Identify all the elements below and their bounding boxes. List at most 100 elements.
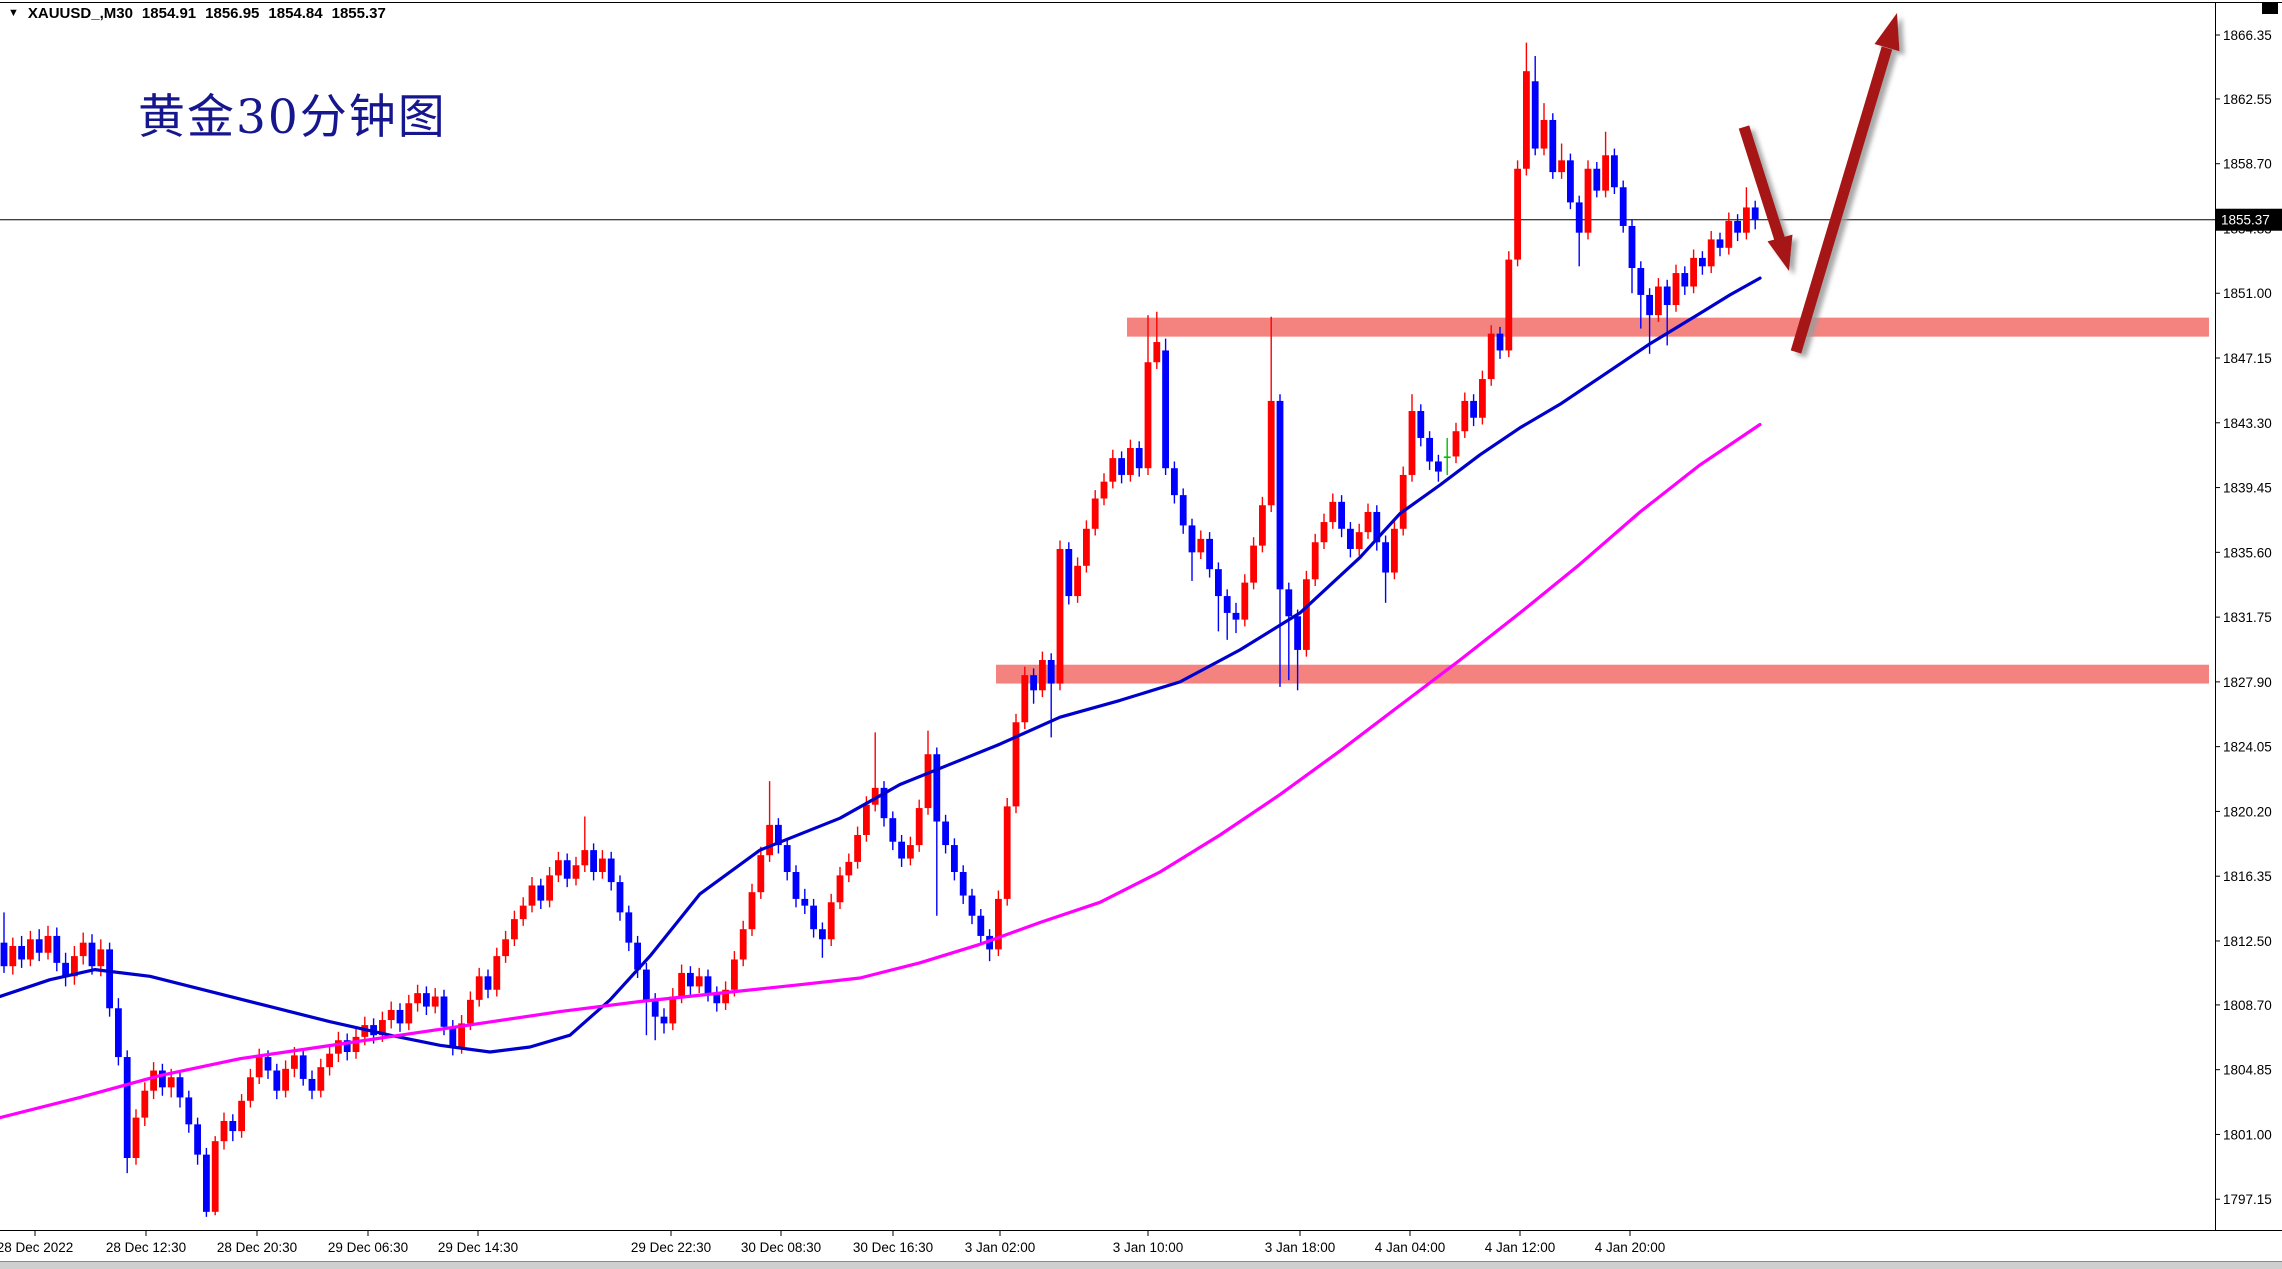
candle-body: [748, 892, 756, 930]
candle-body: [1047, 660, 1055, 684]
support-zone-lower[interactable]: [996, 664, 2209, 684]
chevron-down-icon[interactable]: ▼: [8, 6, 19, 19]
candle-body: [1637, 268, 1645, 295]
candle-body: [1144, 362, 1152, 469]
candle-body: [167, 1077, 175, 1088]
candle-body: [1558, 160, 1565, 173]
candle-body: [1751, 207, 1759, 220]
candle-body: [590, 850, 597, 872]
candle-body: [1690, 257, 1697, 287]
candle-body: [1663, 286, 1671, 306]
candle-body: [1259, 505, 1266, 546]
candle-body: [282, 1068, 289, 1091]
time-tick-label: 29 Dec 06:30: [328, 1240, 408, 1255]
candle-body: [1303, 579, 1310, 650]
candle-body: [1540, 119, 1548, 149]
candle-body: [1619, 187, 1627, 226]
candle-body: [176, 1077, 184, 1098]
candle-body: [1039, 660, 1046, 691]
pullback-arrow-down[interactable]: [1738, 125, 1793, 271]
candle-body: [942, 821, 949, 846]
candle-body: [1074, 565, 1081, 597]
candle-body: [1056, 548, 1064, 684]
candle-body: [1523, 71, 1530, 169]
candle-body: [1734, 220, 1741, 233]
candle-body: [150, 1070, 157, 1091]
price-axis[interactable]: 1866.351862.551858.701854.851851.001847.…: [2215, 28, 2272, 1207]
candle-body: [299, 1055, 307, 1079]
candle-body: [1549, 119, 1557, 173]
candle-body: [1003, 806, 1011, 899]
candle-body: [986, 935, 993, 950]
candle-body: [1109, 458, 1117, 482]
candle-body: [704, 976, 712, 994]
price-tick-label: 1839.45: [2223, 481, 2272, 496]
time-axis[interactable]: 28 Dec 2022 28 Dec 12:30 28 Dec 20:30 29 De…: [0, 1231, 1665, 1255]
candle-body: [977, 915, 985, 936]
time-tick-label: 3 Jan 18:00: [1265, 1240, 1336, 1255]
candle-body: [1320, 522, 1328, 543]
candle-body: [475, 976, 483, 1000]
support-resistance-zones[interactable]: [996, 317, 2209, 684]
resistance-zone-upper[interactable]: [1127, 317, 2209, 337]
annotation-arrows[interactable]: [1738, 13, 1900, 354]
candle-body: [555, 860, 562, 876]
candle-body: [79, 942, 87, 957]
candle-body: [625, 912, 633, 943]
candle-body: [1223, 596, 1231, 613]
candle-body: [722, 989, 729, 1004]
candle-body: [1505, 259, 1513, 351]
time-tick-label: 28 Dec 12:30: [106, 1240, 186, 1255]
candle-body: [1030, 675, 1037, 691]
candle-body: [713, 993, 721, 1004]
candle-body: [132, 1117, 140, 1159]
current-price-tag: 1855.37: [2216, 208, 2282, 231]
candle-body: [291, 1055, 298, 1069]
candle-body: [695, 976, 703, 987]
candle-body: [845, 861, 853, 876]
candle-body: [1197, 538, 1205, 553]
candle-body: [1329, 501, 1337, 523]
chart-title: 黄金30分钟图: [138, 90, 447, 145]
candle-body: [1443, 456, 1451, 459]
price-tick-label: 1812.50: [2223, 934, 2272, 949]
candle-body: [1426, 437, 1433, 462]
candle-body: [414, 993, 421, 1004]
candle-body: [1584, 168, 1592, 233]
candle-body: [766, 824, 773, 856]
candle-body: [1083, 528, 1090, 566]
window-corner-mark[interactable]: [2262, 3, 2278, 14]
quote-open: 1854.91: [141, 4, 197, 22]
candlesticks: [0, 42, 1759, 1217]
candle-body: [1127, 448, 1134, 475]
candle-body: [44, 935, 52, 953]
candle-body: [1364, 511, 1372, 533]
candle-body: [959, 871, 967, 896]
candle-body: [431, 996, 439, 1007]
candle-body: [581, 850, 589, 866]
candle-body: [1496, 333, 1504, 351]
candle-body: [264, 1057, 272, 1071]
candle-body: [907, 845, 914, 859]
candle-body: [1267, 400, 1275, 506]
projection-arrow-up[interactable]: [1790, 13, 1900, 354]
candle-body: [423, 993, 430, 1007]
candle-body: [1646, 294, 1653, 316]
price-tick-label: 1843.30: [2223, 416, 2272, 431]
quote-close: 1855.37: [331, 4, 386, 22]
candle-body: [757, 855, 765, 893]
symbol-period-label: XAUUSD_,M30: [27, 4, 133, 22]
candle-body: [669, 996, 677, 1024]
candle-body: [607, 858, 615, 883]
candle-body: [1399, 474, 1407, 529]
candle-body: [1215, 569, 1222, 597]
candle-body: [854, 834, 861, 862]
quote-low: 1854.84: [268, 4, 323, 22]
price-tick-label: 1858.70: [2223, 157, 2272, 172]
candle-body: [572, 865, 580, 879]
candle-body: [115, 1008, 122, 1058]
candle-body: [1373, 511, 1381, 543]
price-tick-label: 1827.90: [2223, 675, 2272, 690]
candle-body: [634, 942, 641, 970]
